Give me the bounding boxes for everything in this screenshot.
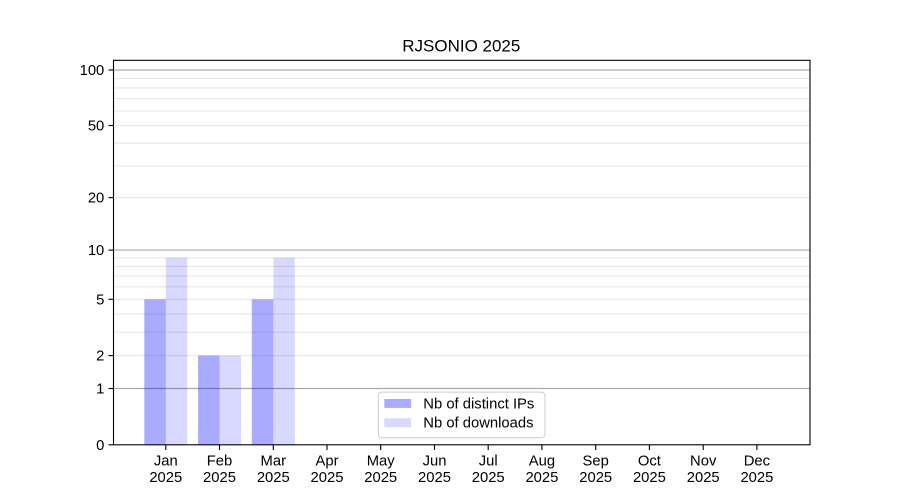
svg-text:RJSONIO 2025: RJSONIO 2025 [402,36,520,55]
svg-text:2025: 2025 [364,470,397,486]
svg-text:2025: 2025 [257,470,290,486]
svg-text:Feb: Feb [207,453,233,469]
svg-text:Aug: Aug [529,453,555,469]
svg-text:Nov: Nov [690,453,717,469]
svg-text:2025: 2025 [687,470,720,486]
svg-text:2025: 2025 [525,470,558,486]
svg-text:Oct: Oct [638,453,661,469]
svg-text:50: 50 [88,119,104,135]
svg-text:20: 20 [88,191,104,207]
svg-text:2025: 2025 [311,470,344,486]
svg-text:1: 1 [96,382,104,398]
svg-text:Jul: Jul [479,453,498,469]
svg-text:2025: 2025 [633,470,666,486]
svg-text:2025: 2025 [740,470,773,486]
svg-text:2025: 2025 [418,470,451,486]
svg-text:Jun: Jun [423,453,447,469]
svg-text:Dec: Dec [744,453,771,469]
svg-text:2025: 2025 [203,470,236,486]
svg-text:Sep: Sep [583,453,609,469]
svg-text:100: 100 [80,63,105,79]
svg-text:Apr: Apr [315,453,338,469]
svg-text:10: 10 [88,243,104,259]
svg-text:2025: 2025 [579,470,612,486]
svg-text:Jan: Jan [154,453,178,469]
svg-text:2: 2 [96,349,104,365]
svg-text:Nb of downloads: Nb of downloads [423,416,533,432]
svg-text:Mar: Mar [261,453,287,469]
svg-text:2025: 2025 [149,470,182,486]
svg-text:Nb of distinct IPs: Nb of distinct IPs [423,396,534,412]
svg-text:5: 5 [96,292,104,308]
svg-text:0: 0 [96,438,104,454]
svg-text:May: May [367,453,396,469]
svg-text:2025: 2025 [472,470,505,486]
